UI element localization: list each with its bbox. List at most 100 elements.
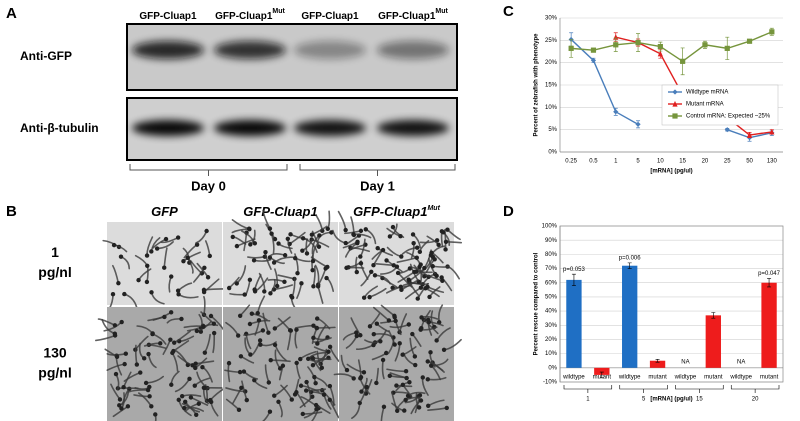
embryo-head	[426, 403, 431, 408]
y-tick-label: 0%	[548, 150, 557, 156]
y-tick-label: 90%	[545, 238, 558, 244]
embryo-head	[112, 323, 118, 328]
embryo-head	[309, 232, 315, 237]
blot-label: Anti-GFP	[20, 49, 72, 63]
embryo-head	[344, 367, 350, 373]
embryo-head	[394, 383, 399, 388]
embryo-head	[393, 318, 398, 324]
blot-band	[294, 120, 366, 136]
marker	[724, 45, 730, 51]
embryo-head	[183, 399, 188, 405]
embryo-head	[361, 295, 367, 300]
embryo-head	[202, 350, 208, 355]
embryo-head	[354, 269, 359, 275]
embryo-head	[317, 233, 322, 238]
embryo-head	[419, 315, 424, 320]
annotation: p=0.006	[619, 255, 642, 261]
embryo-head	[266, 330, 271, 335]
embryo-head	[269, 231, 274, 236]
day-label: Day 1	[360, 178, 395, 193]
embryo-head	[260, 328, 266, 333]
marker	[672, 113, 678, 119]
y-tick-label: 5%	[548, 127, 557, 133]
embryo-head	[123, 351, 129, 356]
embryo-head	[162, 265, 167, 270]
embryo-head	[344, 265, 349, 271]
bar	[705, 315, 721, 368]
embryo-head	[371, 263, 376, 268]
lane-label-text: GFP-Cluap1	[215, 11, 273, 22]
embryo	[345, 266, 365, 269]
x-tick-label: 0.25	[565, 159, 577, 165]
embryo-head	[168, 310, 174, 315]
annotation: p=0.047	[758, 271, 781, 277]
embryo-head	[176, 292, 181, 297]
embryo-head	[205, 275, 211, 280]
embryo-head	[445, 227, 450, 232]
embryo-head	[315, 341, 320, 346]
embryo-head	[434, 338, 439, 343]
group-label: 15	[696, 397, 703, 403]
plot-frame	[559, 225, 784, 383]
x-tick-label: wildtype	[674, 375, 697, 381]
embryo-head	[288, 232, 293, 237]
embryo-head	[242, 292, 247, 297]
y-tick-label: 60%	[545, 280, 558, 286]
embryo-head	[425, 284, 430, 290]
embryo-head	[411, 240, 416, 246]
group-brace	[730, 385, 780, 393]
column-label-text: GFP-Cluap1	[243, 204, 317, 219]
embryo-head	[380, 247, 386, 253]
embryo-head	[257, 338, 263, 343]
embryo-head	[402, 408, 407, 413]
embryo-head	[267, 409, 273, 414]
embryo-head	[295, 270, 300, 276]
error-bar	[711, 312, 716, 319]
y-tick-label: -10%	[543, 380, 558, 386]
annotation: NA	[681, 359, 689, 365]
embryo-head	[272, 393, 277, 398]
embryo-head	[410, 232, 416, 237]
embryo-head	[248, 242, 253, 247]
marker	[724, 127, 730, 133]
annotation: NA	[737, 359, 745, 365]
embryo-head	[354, 330, 359, 335]
legend-label: Wildtype mRNA	[686, 90, 728, 96]
y-tick-label: 30%	[545, 16, 558, 22]
marker	[635, 39, 641, 46]
embryo-head	[303, 388, 309, 393]
embryo-head	[416, 405, 422, 410]
annotation: p=0.053	[563, 267, 586, 273]
embryo	[203, 295, 206, 316]
embryo-head	[326, 349, 331, 354]
embryo-head	[196, 401, 202, 406]
lane-label: GFP-Cluap1	[139, 11, 197, 22]
x-tick-label: 25	[724, 159, 731, 165]
embryo-head	[313, 380, 318, 386]
embryo-head	[325, 226, 330, 232]
embryo-head	[276, 399, 281, 404]
embryo-head	[294, 390, 299, 395]
lane-label-text: GFP-Cluap1	[301, 11, 359, 22]
marker	[613, 109, 619, 115]
embryo-head	[359, 389, 364, 394]
embryo-head	[158, 341, 163, 346]
embryo-head	[187, 376, 192, 382]
embryo	[229, 292, 246, 296]
embryo-head	[236, 407, 242, 412]
embryo-head	[237, 313, 243, 318]
embryo-head	[403, 397, 408, 403]
bar	[566, 279, 582, 368]
embryo-head	[321, 392, 327, 397]
embryo-head	[144, 279, 150, 285]
embryo-head	[119, 319, 124, 325]
embryo-head	[390, 224, 396, 230]
x-tick-label: wildtype	[729, 375, 752, 381]
lane-label-text: GFP-Cluap1	[378, 11, 436, 22]
x-tick-label: 1	[614, 159, 618, 165]
x-tick-label: 50	[746, 159, 753, 165]
embryo-head	[248, 352, 253, 357]
panel-letter: A	[6, 5, 17, 22]
y-tick-label: 50%	[545, 294, 558, 300]
embryo-head	[149, 290, 154, 295]
